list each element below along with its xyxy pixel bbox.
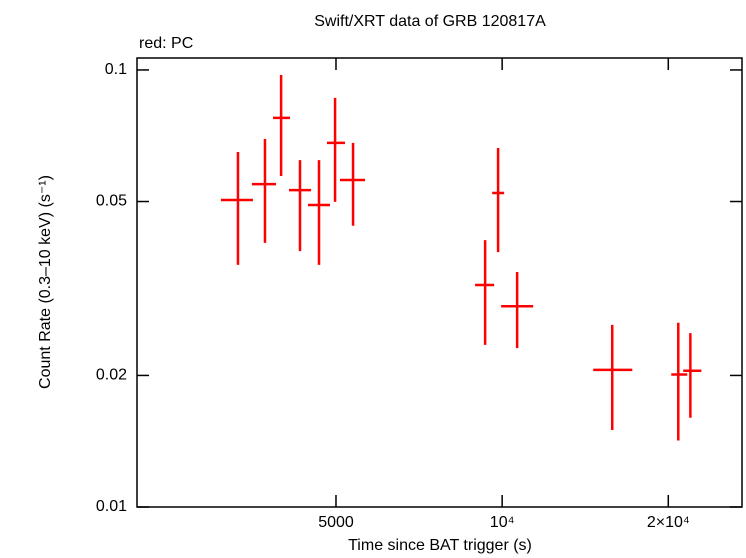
x-tick-label: 10⁴ bbox=[490, 514, 515, 531]
x-axis-label: Time since BAT trigger (s) bbox=[348, 537, 532, 554]
y-tick-label: 0.05 bbox=[96, 193, 127, 210]
y-tick-label: 0.01 bbox=[96, 498, 127, 515]
y-axis-label: Count Rate (0.3–10 keV) (s⁻¹) bbox=[37, 175, 54, 389]
x-tick-label: 5000 bbox=[318, 514, 354, 531]
annotation: red: PC bbox=[139, 35, 193, 52]
plot-frame bbox=[136, 57, 743, 508]
y-tick-label: 0.02 bbox=[96, 367, 127, 384]
chart-title: Swift/XRT data of GRB 120817A bbox=[314, 13, 546, 30]
y-tick-label: 0.1 bbox=[105, 61, 127, 78]
x-tick-label: 2×10⁴ bbox=[647, 514, 690, 531]
